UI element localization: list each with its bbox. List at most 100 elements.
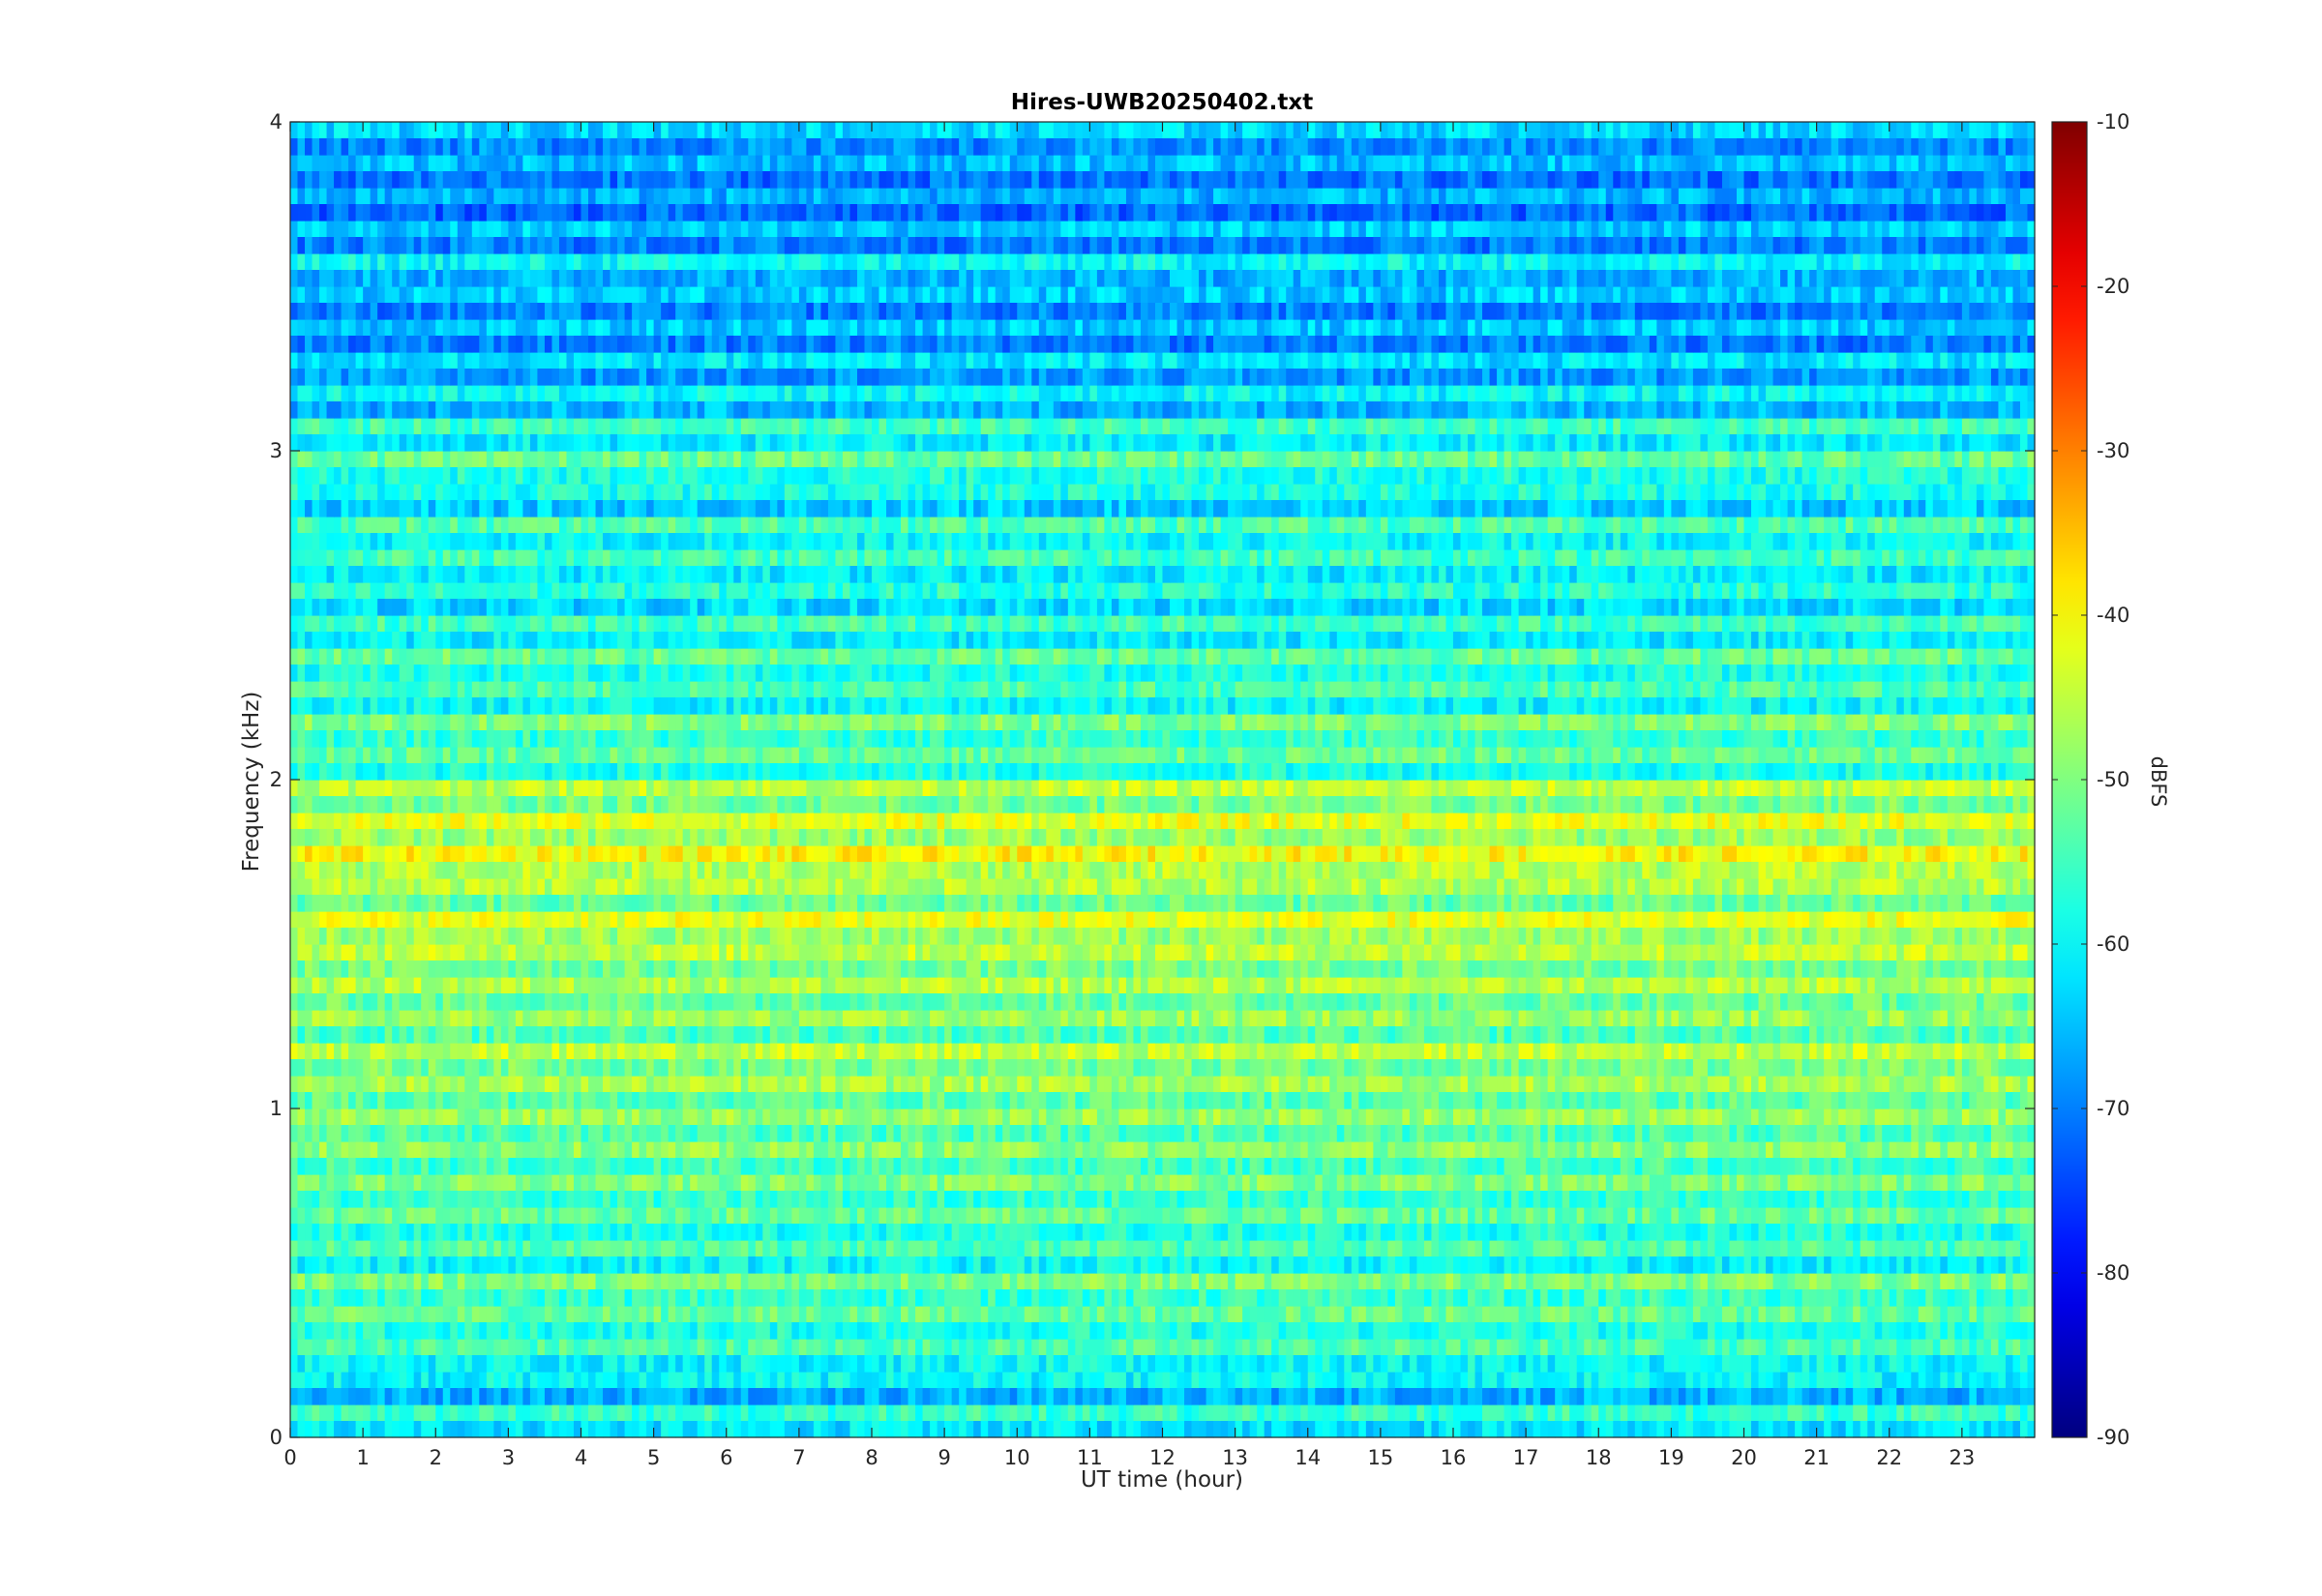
heatmap-cell — [1154, 1125, 1164, 1142]
heatmap-cell — [624, 1273, 633, 1290]
band-row — [290, 1076, 2036, 1109]
heatmap-cell — [1598, 1125, 1607, 1142]
heatmap-cell — [1969, 1174, 1978, 1192]
heatmap-cell — [1162, 1076, 1171, 1093]
heatmap-cell — [1373, 1421, 1382, 1438]
heatmap-cell — [653, 1224, 662, 1241]
heatmap-cell — [1453, 1421, 1462, 1438]
heatmap-cell — [573, 1158, 582, 1175]
heatmap-cell — [290, 1174, 299, 1192]
heatmap-cell — [1642, 1141, 1651, 1159]
heatmap-cell — [1387, 1339, 1396, 1356]
heatmap-cell — [864, 1125, 873, 1142]
heatmap-cell — [406, 1388, 415, 1405]
heatmap-cell — [878, 1174, 887, 1192]
heatmap-cell — [726, 1355, 734, 1373]
heatmap-cell — [493, 1191, 502, 1208]
heatmap-cell — [326, 1322, 335, 1340]
heatmap-cell — [1503, 1372, 1512, 1389]
heatmap-cell — [1307, 1289, 1316, 1307]
heatmap-cell — [1365, 1174, 1374, 1192]
heatmap-cell — [413, 1306, 422, 1323]
heatmap-cell — [1423, 1256, 1433, 1274]
heatmap-cell — [1758, 1388, 1767, 1405]
heatmap-cell — [748, 1108, 757, 1126]
heatmap-cell — [1801, 1224, 1810, 1241]
heatmap-cell — [319, 1141, 328, 1159]
heatmap-cell — [522, 1421, 531, 1438]
heatmap-cell — [893, 1339, 902, 1356]
heatmap-cell — [1729, 1273, 1738, 1290]
heatmap-cell — [1853, 1158, 1861, 1175]
heatmap-cell — [1199, 1158, 1207, 1175]
heatmap-cell — [922, 1388, 931, 1405]
heatmap-cell — [653, 1174, 662, 1192]
heatmap-cell — [1896, 1108, 1905, 1126]
heatmap-cell — [1060, 1125, 1069, 1142]
heatmap-cell — [544, 1322, 553, 1340]
heatmap-cell — [697, 1372, 705, 1389]
heatmap-cell — [1387, 1174, 1396, 1192]
heatmap-cell — [551, 1174, 560, 1192]
heatmap-cell — [1380, 1256, 1388, 1274]
heatmap-cell — [392, 1322, 401, 1340]
heatmap-cell — [595, 1141, 604, 1159]
heatmap-cell — [1468, 1372, 1476, 1389]
heatmap-cell — [988, 1224, 997, 1241]
heatmap-cell — [719, 1108, 728, 1126]
heatmap-cell — [878, 1108, 887, 1126]
heatmap-cell — [966, 1289, 974, 1307]
heatmap-cell — [1024, 1339, 1032, 1356]
heatmap-cell — [1576, 1174, 1585, 1192]
heatmap-cell — [1104, 1240, 1113, 1257]
heatmap-cell — [856, 1191, 866, 1208]
heatmap-cell — [813, 1289, 822, 1307]
heatmap-cell — [624, 1421, 633, 1438]
heatmap-cell — [1053, 1322, 1061, 1340]
heatmap-cell — [1903, 1372, 1912, 1389]
heatmap-cell — [1569, 1421, 1578, 1438]
heatmap-cell — [1387, 1322, 1396, 1340]
heatmap-cell — [1627, 1108, 1636, 1126]
heatmap-cell — [1286, 1339, 1295, 1356]
heatmap-cell — [1969, 1404, 1978, 1422]
heatmap-cell — [951, 1256, 960, 1274]
heatmap-cell — [1423, 1158, 1433, 1175]
heatmap-cell — [1140, 1141, 1149, 1159]
heatmap-cell — [377, 1289, 386, 1307]
heatmap-cell — [334, 1355, 342, 1373]
heatmap-cell — [1038, 1289, 1047, 1307]
heatmap-cell — [1271, 1240, 1280, 1257]
heatmap-cell — [1322, 1256, 1330, 1274]
heatmap-cell — [442, 1372, 451, 1389]
heatmap-cell — [1642, 1224, 1651, 1241]
heatmap-cell — [1889, 1191, 1897, 1208]
heatmap-cell — [711, 1240, 720, 1257]
heatmap-cell — [348, 1141, 357, 1159]
heatmap-cell — [573, 1339, 582, 1356]
heatmap-cell — [690, 1141, 699, 1159]
heatmap-cell — [1845, 1207, 1854, 1225]
heatmap-cell — [1766, 1273, 1774, 1290]
heatmap-cell — [632, 1322, 640, 1340]
heatmap-cell — [595, 1174, 604, 1192]
heatmap-cell — [653, 1355, 662, 1373]
heatmap-cell — [2027, 1388, 2036, 1405]
heatmap-cell — [1605, 1289, 1614, 1307]
heatmap-cell — [384, 1141, 393, 1159]
heatmap-cell — [951, 1191, 960, 1208]
heatmap-cell — [1206, 1125, 1214, 1142]
heatmap-cell — [377, 1339, 386, 1356]
heatmap-cell — [1438, 1322, 1447, 1340]
heatmap-cell — [1613, 1339, 1622, 1356]
heatmap-cell — [508, 1174, 517, 1192]
heatmap-cell — [1474, 1421, 1483, 1438]
heatmap-cell — [1685, 1158, 1694, 1175]
heatmap-cell — [1351, 1372, 1359, 1389]
heatmap-cell — [1918, 1289, 1926, 1307]
heatmap-cell — [682, 1388, 691, 1405]
heatmap-cell — [777, 1339, 786, 1356]
heatmap-cell — [893, 1207, 902, 1225]
heatmap-cell — [820, 1141, 829, 1159]
heatmap-cell — [406, 1306, 415, 1323]
